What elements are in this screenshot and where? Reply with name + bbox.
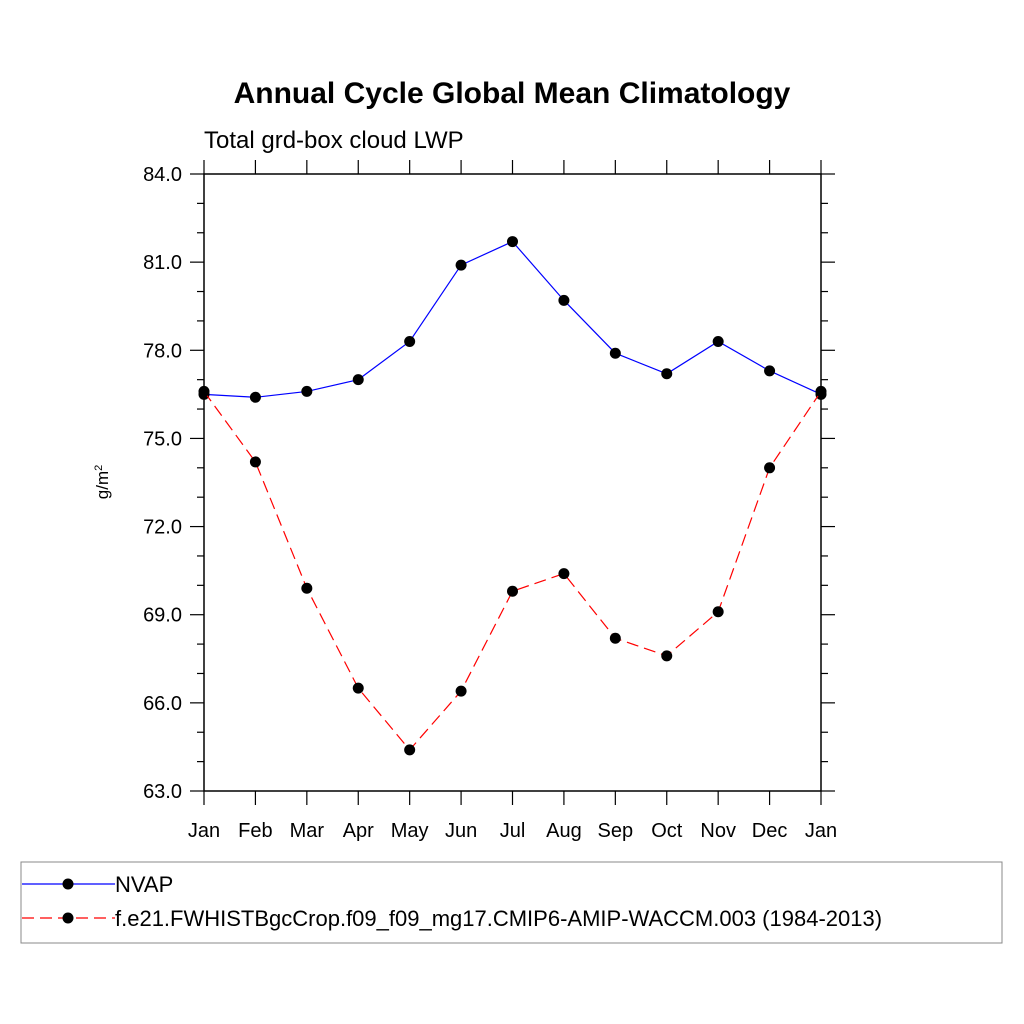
x-tick-label: Jul <box>500 820 526 842</box>
plot-frame <box>203 173 822 792</box>
legend-item: f.e21.FWHISTBgcCrop.f09_f09_mg17.CMIP6-A… <box>22 906 882 931</box>
x-tick-label: Jan <box>188 820 220 842</box>
y-tick-label: 81.0 <box>143 252 182 274</box>
series-2 <box>198 385 827 756</box>
legend-marker <box>62 912 74 924</box>
legend-label: f.e21.FWHISTBgcCrop.f09_f09_mg17.CMIP6-A… <box>115 906 882 931</box>
y-axis-label-unit: g/m <box>93 471 112 499</box>
data-point <box>558 568 570 580</box>
data-point <box>609 347 621 359</box>
data-point <box>404 335 416 347</box>
y-axis-label-exponent: 2 <box>93 465 105 471</box>
data-point <box>661 650 673 662</box>
legend-label: NVAP <box>115 872 173 897</box>
data-point <box>507 236 518 248</box>
data-point <box>249 391 261 403</box>
chart-title: Annual Cycle Global Mean Climatology <box>234 77 791 110</box>
data-point <box>301 385 313 397</box>
data-point <box>507 585 518 597</box>
x-tick-label: Jun <box>445 820 477 842</box>
data-point <box>661 368 673 380</box>
x-tick-label: Sep <box>598 820 634 842</box>
data-point <box>301 582 313 594</box>
legend-marker <box>62 878 74 890</box>
y-tick-label: 72.0 <box>143 517 182 539</box>
data-point <box>558 294 570 306</box>
data-point <box>712 606 724 618</box>
chart-subtitle: Total grd-box cloud LWP <box>204 127 464 154</box>
plot-axes: 63.0 66.0 69.0 72.0 75.0 78.0 81.0 84.0 Jan Feb Ma… <box>143 160 837 842</box>
series-line <box>203 240 822 398</box>
x-tick-label: Mar <box>290 820 325 842</box>
x-tick-label: Apr <box>343 820 374 842</box>
y-tick-label: 66.0 <box>143 693 182 715</box>
legend: NVAP f.e21.FWHISTBgcCrop.f09_f09_mg17.CMI… <box>20 861 1003 944</box>
data-point <box>404 744 416 756</box>
y-tick-label: 84.0 <box>143 164 182 186</box>
data-point <box>712 335 724 347</box>
data-point <box>455 685 467 697</box>
data-point <box>609 632 621 644</box>
legend-box <box>20 861 1003 944</box>
x-tick-label: Nov <box>700 820 736 842</box>
y-tick-label: 75.0 <box>143 428 182 450</box>
x-tick-label: Feb <box>238 820 272 842</box>
y-axis-label: g/m2 <box>93 465 112 499</box>
series-layer <box>198 236 827 756</box>
x-tick-label: Oct <box>651 820 683 842</box>
x-tick-label: May <box>391 820 429 842</box>
y-tick-label: 69.0 <box>143 605 182 627</box>
y-tick-label: 63.0 <box>143 781 182 803</box>
data-point <box>764 462 776 474</box>
x-tick-label: Aug <box>546 820 582 842</box>
data-point <box>352 682 364 694</box>
data-point <box>198 385 210 397</box>
series-1 <box>198 236 827 403</box>
data-point <box>764 365 776 377</box>
x-tick-label: Dec <box>752 820 788 842</box>
y-tick-label: 78.0 <box>143 340 182 362</box>
data-point <box>249 456 261 468</box>
legend-item: NVAP <box>22 872 173 897</box>
data-point <box>815 385 827 397</box>
series-line <box>203 391 822 751</box>
x-tick-label: Jan <box>805 820 837 842</box>
data-point <box>352 374 364 386</box>
data-point <box>455 259 467 271</box>
